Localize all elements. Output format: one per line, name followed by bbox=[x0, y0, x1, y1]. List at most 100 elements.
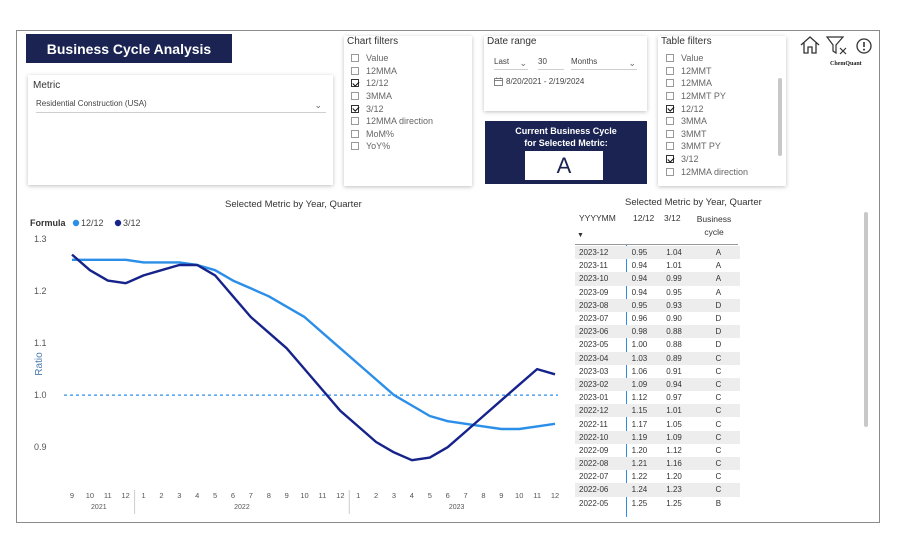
checkbox[interactable] bbox=[351, 129, 359, 138]
table-filters-option[interactable]: 12MMT bbox=[666, 65, 748, 78]
checkbox[interactable] bbox=[666, 104, 674, 113]
column-header-3-12[interactable]: 3/12 bbox=[664, 213, 681, 223]
cell-business-cycle: C bbox=[715, 419, 722, 429]
table-row[interactable]: 2022-06 1.24 1.23 C bbox=[575, 483, 740, 497]
cell-12-12: 1.22 bbox=[631, 472, 648, 482]
table-row[interactable]: 2022-10 1.19 1.09 C bbox=[575, 430, 740, 444]
date-relative-dropdown[interactable]: Last ⌄ bbox=[494, 57, 528, 70]
table-scrollbar[interactable] bbox=[864, 212, 868, 427]
column-header-12-12[interactable]: 12/12 bbox=[633, 213, 655, 223]
table-row[interactable]: 2022-07 1.22 1.20 C bbox=[575, 470, 740, 483]
chart-filters-option[interactable]: 3/12 bbox=[351, 102, 433, 115]
cell-business-cycle: A bbox=[696, 272, 740, 286]
checkbox[interactable] bbox=[351, 142, 359, 151]
x-tick-label: 4 bbox=[410, 491, 414, 500]
table-row[interactable]: 2023-09 0.94 0.95 A bbox=[575, 286, 740, 299]
cell-period: 2023-02 bbox=[575, 377, 628, 392]
table-filters-option[interactable]: 12/12 bbox=[666, 102, 748, 115]
checkbox[interactable] bbox=[351, 66, 359, 75]
current-cycle-value: A bbox=[525, 151, 603, 180]
table-filters-option-label: 12MMT PY bbox=[681, 91, 726, 102]
chart-filters-option[interactable]: MoM% bbox=[351, 128, 433, 141]
metric-dropdown[interactable]: Residential Construction (USA) ⌄ bbox=[36, 99, 326, 113]
legend-marker bbox=[114, 219, 122, 227]
column-header-business-cycle[interactable]: Business cycle bbox=[696, 214, 732, 237]
table-filters-scrollbar[interactable] bbox=[778, 78, 782, 156]
y-tick-label: 1.0 bbox=[34, 390, 47, 400]
home-icon[interactable] bbox=[799, 35, 821, 55]
table-row[interactable]: 2023-03 1.06 0.91 C bbox=[575, 365, 740, 378]
table-row[interactable]: 2023-07 0.96 0.90 D bbox=[575, 312, 740, 325]
table-filters-option[interactable]: 12MMA bbox=[666, 77, 748, 90]
table-row[interactable]: 2023-06 0.98 0.88 D bbox=[575, 325, 740, 339]
table-row[interactable]: 2022-08 1.21 1.16 C bbox=[575, 457, 740, 471]
cell-business-cycle: C bbox=[696, 430, 740, 444]
table-row[interactable]: 2023-05 1.00 0.88 D bbox=[575, 338, 740, 351]
legend-title: Formula bbox=[30, 218, 66, 228]
table-row[interactable]: 2023-04 1.03 0.89 C bbox=[575, 351, 740, 365]
x-tick-label: 8 bbox=[481, 491, 485, 500]
checkbox[interactable] bbox=[666, 79, 674, 88]
x-tick-label: 7 bbox=[463, 491, 467, 500]
table-filters-option-label: 12/12 bbox=[681, 103, 704, 114]
x-tick-label: 10 bbox=[515, 491, 523, 500]
chevron-down-icon: ⌄ bbox=[519, 58, 527, 68]
chart-filters-option-label: 12MMA direction bbox=[366, 116, 434, 127]
x-tick-label: 2 bbox=[159, 491, 163, 500]
table-filters-option[interactable]: 3MMA bbox=[666, 115, 748, 128]
table-row[interactable]: 2022-12 1.15 1.01 C bbox=[575, 404, 740, 418]
x-tick-label: 7 bbox=[249, 491, 253, 500]
chart-filters-option[interactable]: 12MMA direction bbox=[351, 115, 433, 128]
chart-filters-option-label: 12MMA bbox=[366, 65, 398, 76]
table-filters-option[interactable]: 3/12 bbox=[666, 153, 748, 166]
checkbox[interactable] bbox=[666, 129, 674, 138]
table-row[interactable]: 2023-08 0.95 0.93 D bbox=[575, 298, 740, 312]
clear-filter-icon[interactable] bbox=[825, 35, 849, 57]
chart-filters-option[interactable]: 12MMA bbox=[351, 65, 433, 78]
checkbox[interactable] bbox=[666, 92, 674, 101]
table-filters-option[interactable]: 3MMT bbox=[666, 128, 748, 141]
table-row[interactable]: 2023-01 1.12 0.97 C bbox=[575, 391, 740, 404]
table-filters-option[interactable]: 12MMT PY bbox=[666, 90, 748, 103]
chart-filters-option-label: 3/12 bbox=[366, 103, 384, 114]
table-row[interactable]: 2022-11 1.17 1.05 C bbox=[575, 417, 740, 430]
table-filters-option[interactable]: 3MMT PY bbox=[666, 140, 748, 153]
chart-filters-option[interactable]: YoY% bbox=[351, 140, 433, 153]
chart-filters-option[interactable]: 3MMA bbox=[351, 90, 433, 103]
chart-filters-option[interactable]: Value bbox=[351, 52, 433, 65]
cell-12-12: 1.24 bbox=[627, 483, 663, 497]
metric-card: Metric Residential Construction (USA) ⌄ bbox=[28, 75, 333, 185]
table-row[interactable]: 2023-10 0.94 0.99 A bbox=[575, 272, 740, 286]
checkbox[interactable] bbox=[351, 104, 359, 113]
date-count-input[interactable]: 30 bbox=[538, 57, 564, 70]
chart-filters-option[interactable]: 12/12 bbox=[351, 77, 433, 90]
table-row[interactable]: 2022-09 1.20 1.12 C bbox=[575, 444, 740, 457]
checkbox[interactable] bbox=[351, 117, 359, 126]
table-row[interactable]: 2023-12 0.95 1.04 A bbox=[575, 246, 740, 260]
table-filters-option[interactable]: Value bbox=[666, 52, 748, 65]
checkbox[interactable] bbox=[666, 142, 674, 151]
checkbox[interactable] bbox=[666, 167, 674, 176]
checkbox[interactable] bbox=[666, 155, 674, 164]
checkbox[interactable] bbox=[351, 79, 359, 88]
info-icon[interactable] bbox=[855, 37, 873, 55]
table-row[interactable]: 2023-02 1.09 0.94 C bbox=[575, 377, 740, 392]
table-filters-option[interactable]: 12MMA direction bbox=[666, 165, 748, 178]
date-range-card: Date range Last ⌄ 30 Months ⌄ 8/20/2021 … bbox=[484, 36, 647, 111]
series-line-3-12 bbox=[71, 253, 556, 462]
cell-business-cycle: C bbox=[715, 393, 722, 403]
checkbox[interactable] bbox=[666, 54, 674, 63]
checkbox[interactable] bbox=[351, 92, 359, 101]
column-header-yyyymm[interactable]: YYYYMM bbox=[579, 213, 616, 223]
checkbox[interactable] bbox=[666, 117, 674, 126]
date-unit-dropdown[interactable]: Months ⌄ bbox=[571, 57, 637, 70]
brand-logo: ChemQuant bbox=[830, 61, 862, 67]
table-row[interactable]: 2023-11 0.94 1.01 A bbox=[575, 259, 740, 272]
cell-3-12: 0.89 bbox=[662, 351, 697, 365]
checkbox[interactable] bbox=[351, 54, 359, 63]
checkbox[interactable] bbox=[666, 66, 674, 75]
cell-3-12: 1.09 bbox=[662, 430, 697, 444]
table-row[interactable]: 2022-05 1.25 1.25 B bbox=[575, 497, 740, 510]
table-filters-option-label: 12MMT bbox=[681, 65, 712, 76]
x-tick-label: 12 bbox=[121, 491, 129, 500]
